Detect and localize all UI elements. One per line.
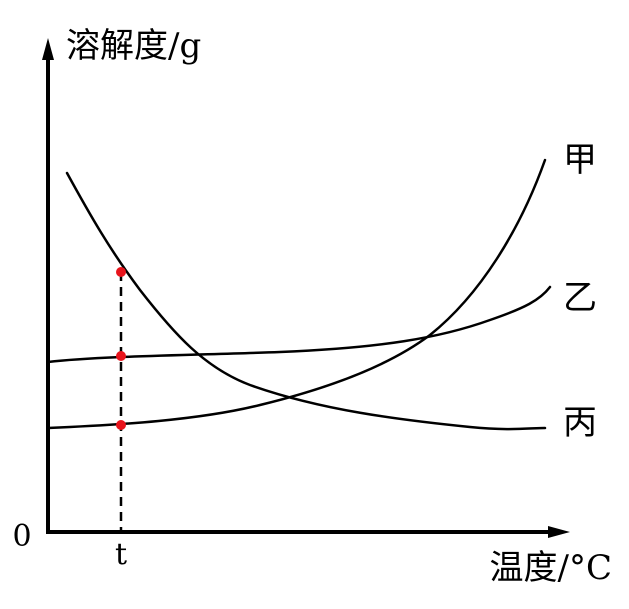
curve-label: 乙 xyxy=(563,278,597,318)
curve-label: 甲 xyxy=(563,140,597,180)
curve-jia xyxy=(46,158,547,430)
curve-bing xyxy=(65,171,547,431)
x-axis-label: 温度/°C xyxy=(490,548,612,588)
y-axis-label: 溶解度/g xyxy=(66,26,201,66)
y-axis-arrow xyxy=(42,38,54,60)
x-axis-arrow xyxy=(548,526,570,538)
origin-label: 0 xyxy=(12,519,31,554)
curve-yi xyxy=(46,285,552,364)
point xyxy=(116,351,126,361)
point xyxy=(116,267,126,277)
curve-label: 丙 xyxy=(563,403,597,443)
x-tick-label: t xyxy=(115,537,127,572)
point xyxy=(116,420,126,430)
